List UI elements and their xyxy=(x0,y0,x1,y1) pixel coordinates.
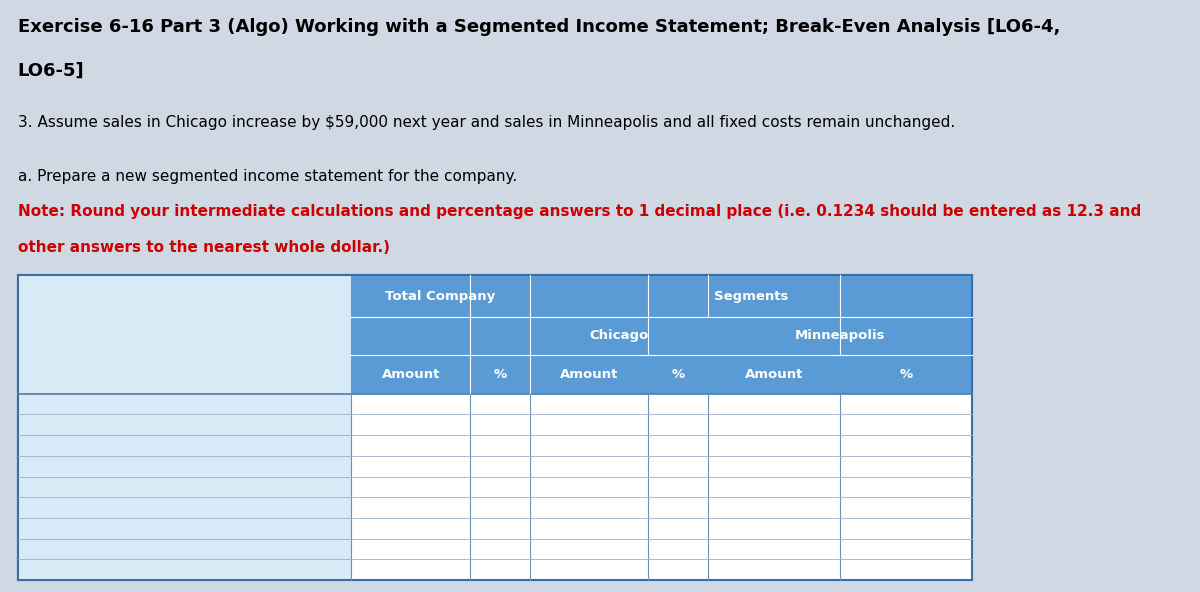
Text: 3. Assume sales in Chicago increase by $59,000 next year and sales in Minneapoli: 3. Assume sales in Chicago increase by $… xyxy=(18,115,955,130)
Text: Total Company: Total Company xyxy=(385,289,496,303)
Text: Chicago: Chicago xyxy=(589,330,648,342)
Text: Amount: Amount xyxy=(744,368,803,381)
Text: other answers to the nearest whole dollar.): other answers to the nearest whole dolla… xyxy=(18,240,390,255)
Text: %: % xyxy=(672,368,685,381)
Text: %: % xyxy=(493,368,506,381)
Text: Amount: Amount xyxy=(382,368,440,381)
Text: Note: Round your intermediate calculations and percentage answers to 1 decimal p: Note: Round your intermediate calculatio… xyxy=(18,204,1141,219)
FancyBboxPatch shape xyxy=(352,394,972,580)
Text: Amount: Amount xyxy=(560,368,618,381)
Text: Minneapolis: Minneapolis xyxy=(794,330,886,342)
FancyBboxPatch shape xyxy=(18,275,972,580)
FancyBboxPatch shape xyxy=(18,275,352,580)
Text: a. Prepare a new segmented income statement for the company.: a. Prepare a new segmented income statem… xyxy=(18,169,517,184)
FancyBboxPatch shape xyxy=(352,275,972,394)
Text: Exercise 6-16 Part 3 (Algo) Working with a Segmented Income Statement; Break-Eve: Exercise 6-16 Part 3 (Algo) Working with… xyxy=(18,18,1060,36)
Text: LO6-5]: LO6-5] xyxy=(18,62,84,80)
Text: Segments: Segments xyxy=(714,289,788,303)
Text: %: % xyxy=(899,368,912,381)
